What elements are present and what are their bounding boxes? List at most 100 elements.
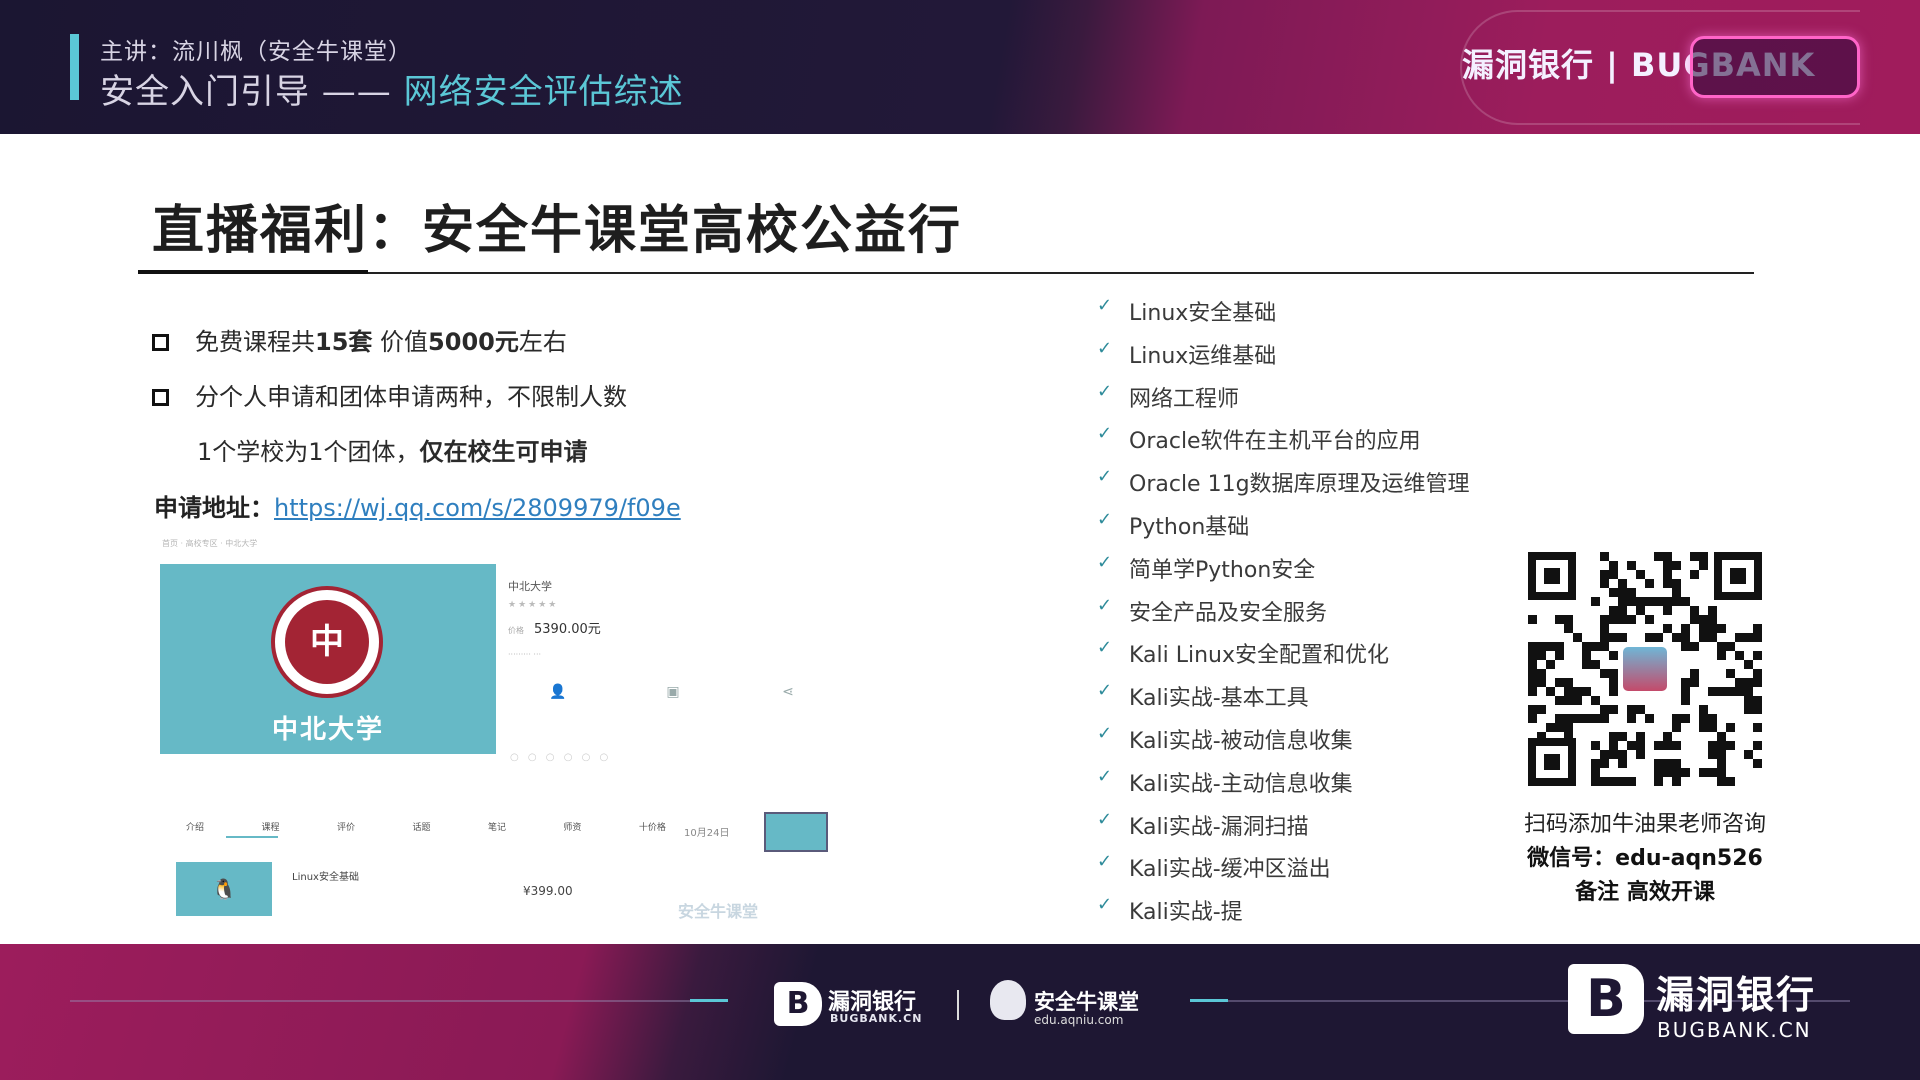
course-label: 网络工程师: [1129, 386, 1240, 412]
qr-module: [1753, 624, 1762, 633]
footer-line-accent: [690, 999, 728, 1002]
qr-module: [1582, 651, 1591, 660]
qr-module: [1645, 714, 1654, 723]
qr-module: [1600, 552, 1609, 561]
qr-module: [1708, 633, 1717, 642]
check-icon: ✓: [1097, 337, 1113, 359]
document-icon[interactable]: ▣: [666, 684, 680, 700]
header-decoration: [1460, 10, 1860, 125]
embed-tab[interactable]: 笔记: [487, 823, 506, 833]
qr-module: [1627, 705, 1636, 714]
embed-date: 10月24日: [684, 828, 730, 839]
qr-module: [1708, 687, 1717, 696]
qr-module: [1672, 588, 1681, 597]
course-label: Oracle软件在主机平台的应用: [1129, 429, 1421, 455]
qr-module: [1699, 624, 1708, 633]
embed-course-name: Linux安全基础: [292, 872, 359, 883]
course-label: Kali实战-被动信息收集: [1129, 728, 1353, 754]
qr-module: [1663, 561, 1672, 570]
qr-module: [1537, 669, 1546, 678]
qr-module: [1591, 642, 1600, 651]
qr-module: [1609, 633, 1618, 642]
bullet-text: 左右: [518, 328, 567, 356]
qr-module: [1699, 633, 1708, 642]
qr-module: [1600, 750, 1609, 759]
qr-module: [1591, 696, 1600, 705]
qr-module: [1672, 723, 1681, 732]
qr-module: [1600, 642, 1609, 651]
course-item: ✓ Kali实战-被动信息收集: [1097, 723, 1470, 766]
lecture-title-highlight: 网络安全评估综述: [403, 72, 684, 112]
qr-module: [1537, 732, 1546, 741]
qr-module: [1537, 678, 1546, 687]
qr-module: [1717, 741, 1726, 750]
qr-module: [1690, 606, 1699, 615]
qr-module: [1609, 750, 1618, 759]
footer-brand-big: 漏洞银行: [1656, 973, 1817, 1017]
embed-tab[interactable]: 课程: [261, 823, 280, 833]
qr-module: [1600, 570, 1609, 579]
qr-module: [1699, 714, 1708, 723]
qr-module: [1627, 588, 1636, 597]
qr-module: [1636, 750, 1645, 759]
qr-module: [1636, 705, 1645, 714]
qr-module: [1627, 597, 1636, 606]
embed-breadcrumb: 首页 · 高校专区 · 中北大学: [162, 539, 258, 548]
footer-band: B 漏洞银行 BUGBANK.CN 安全牛课堂 edu.aqniu.com B …: [0, 944, 1920, 1080]
course-label: Kali实战-漏洞扫描: [1129, 814, 1309, 840]
qr-module: [1609, 687, 1618, 696]
qr-module: [1627, 615, 1636, 624]
qr-module: [1672, 741, 1681, 750]
apply-link[interactable]: https://wj.qq.com/s/2809979/f09e: [274, 494, 681, 522]
embed-action-button[interactable]: [764, 812, 828, 852]
bugbank-b-logo-large-icon: B: [1568, 964, 1644, 1034]
sub-note-text: 1个学校为1个团体，: [197, 438, 420, 466]
embed-tab[interactable]: 话题: [412, 823, 431, 833]
course-item: ✓ 简单学Python安全: [1097, 552, 1470, 595]
course-label: Linux安全基础: [1129, 301, 1277, 326]
qr-module: [1663, 759, 1672, 768]
embed-tab[interactable]: 十价格: [638, 823, 666, 833]
qr-module: [1546, 723, 1555, 732]
qr-module: [1591, 597, 1600, 606]
qr-module: [1708, 750, 1717, 759]
user-icon[interactable]: 👤: [549, 684, 567, 700]
footer-brand-small: 漏洞银行: [828, 990, 917, 1015]
embed-tab[interactable]: 师资: [563, 823, 582, 833]
check-icon: ✓: [1097, 594, 1113, 616]
qr-module: [1672, 579, 1681, 588]
qr-module: [1618, 732, 1627, 741]
footer-line: [1190, 1000, 1850, 1002]
qr-module: [1609, 705, 1618, 714]
embed-tab[interactable]: 介绍: [186, 823, 205, 833]
qr-module: [1645, 615, 1654, 624]
qr-module: [1564, 687, 1573, 696]
embed-watermark: 安全牛课堂: [678, 902, 759, 921]
course-label: Kali实战-缓冲区溢出: [1129, 857, 1331, 883]
qr-module: [1528, 642, 1537, 651]
qr-module: [1690, 642, 1699, 651]
qr-module: [1672, 768, 1681, 777]
qr-module: [1609, 588, 1618, 597]
footer-brand-small-en: BUGBANK.CN: [830, 1012, 923, 1025]
qr-module: [1690, 678, 1699, 687]
qr-module: [1582, 714, 1591, 723]
qr-module: [1609, 651, 1618, 660]
bullet-bold: 5000元: [428, 328, 519, 356]
university-name: 中北大学: [271, 715, 384, 745]
qr-module: [1708, 624, 1717, 633]
share-icon[interactable]: ⋖: [782, 684, 794, 700]
qr-module: [1663, 624, 1672, 633]
qr-module: [1555, 651, 1564, 660]
check-icon: ✓: [1097, 423, 1113, 445]
qr-module: [1609, 561, 1618, 570]
qr-module: [1663, 768, 1672, 777]
seal-character: 中: [285, 600, 369, 684]
qr-module: [1672, 597, 1681, 606]
course-item: ✓ 安全产品及安全服务: [1097, 595, 1470, 638]
bullet-free-courses: 免费课程共15套 价值5000元左右: [152, 322, 567, 357]
embed-tab[interactable]: 评价: [336, 823, 355, 833]
qr-module: [1636, 570, 1645, 579]
qr-finder: [1714, 552, 1762, 600]
qr-module: [1609, 678, 1618, 687]
